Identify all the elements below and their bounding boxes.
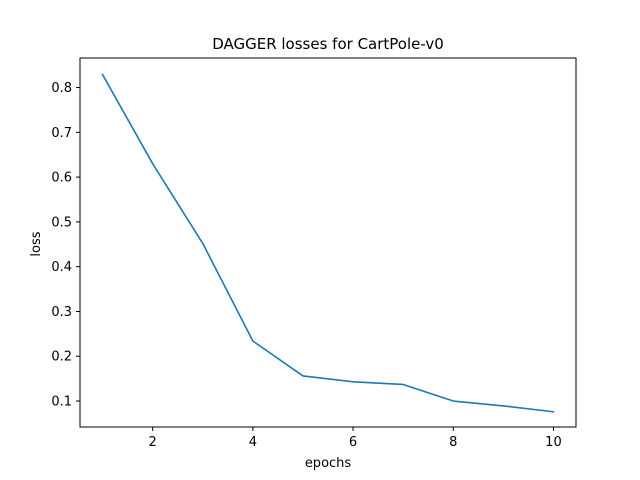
y-tick-label: 0.6 bbox=[51, 171, 72, 186]
plot-frame bbox=[79, 57, 577, 428]
x-tick-label: 2 bbox=[149, 435, 157, 450]
x-axis-ticks: 2 4 6 8 10 bbox=[149, 427, 562, 450]
chart-title: DAGGER losses for CartPole-v0 bbox=[212, 35, 444, 53]
y-axis-label: loss bbox=[29, 231, 44, 256]
y-tick-label: 0.4 bbox=[51, 260, 72, 275]
y-tick-label: 0.7 bbox=[51, 126, 72, 141]
y-tick-label: 0.1 bbox=[51, 395, 72, 410]
y-tick-label: 0.3 bbox=[51, 305, 72, 320]
x-axis-label: epochs bbox=[305, 456, 352, 471]
x-tick-label: 10 bbox=[545, 435, 562, 450]
series-line-0 bbox=[101, 73, 555, 413]
y-axis-ticks: 0.1 0.2 0.3 0.4 0.5 0.6 0.7 0.8 bbox=[51, 81, 80, 410]
x-tick-label: 8 bbox=[449, 435, 457, 450]
x-tick-label: 6 bbox=[349, 435, 357, 450]
x-tick-label: 4 bbox=[249, 435, 257, 450]
y-tick-label: 0.2 bbox=[51, 350, 72, 365]
y-tick-label: 0.5 bbox=[51, 215, 72, 230]
plot-area bbox=[79, 57, 577, 428]
y-tick-label: 0.8 bbox=[51, 81, 72, 96]
